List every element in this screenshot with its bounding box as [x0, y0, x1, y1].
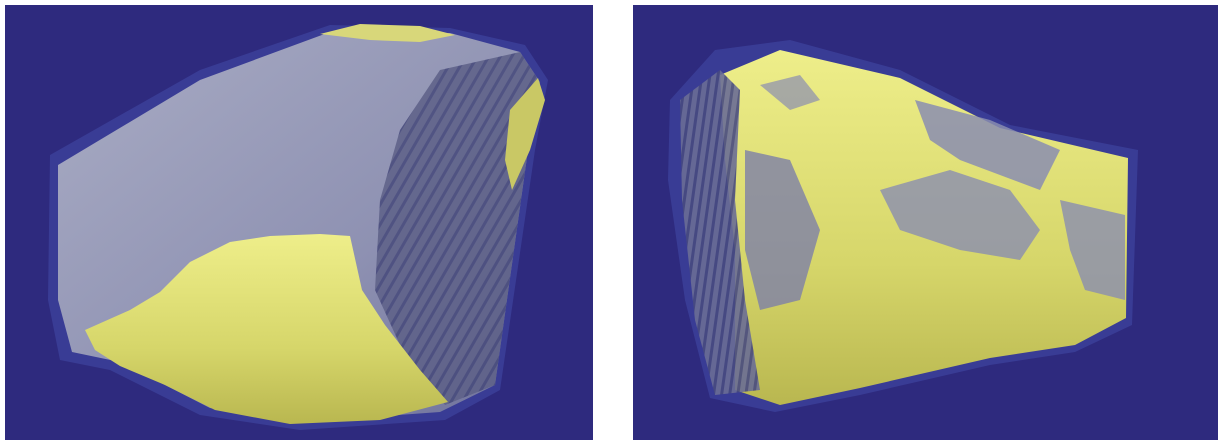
- left-render: [5, 5, 593, 440]
- page: (() => { const data = JSON.parse(documen…: [0, 0, 1222, 443]
- right-render: [633, 5, 1218, 440]
- screenshot: [0, 0, 1222, 443]
